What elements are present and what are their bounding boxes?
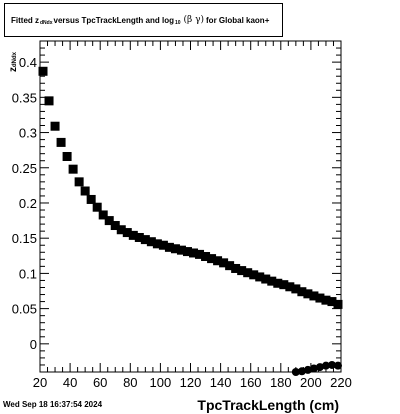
data-point-circle <box>321 361 330 370</box>
y-axis-label-sub: dNdx <box>12 52 18 67</box>
y-tick-label: 0.3 <box>19 126 37 141</box>
data-point-square <box>237 266 247 276</box>
y-tick-label: 0.35 <box>12 90 37 105</box>
data-point-square <box>170 244 180 254</box>
data-point-circle <box>297 367 306 376</box>
data-point-square <box>321 295 331 305</box>
data-point-square <box>249 270 259 280</box>
x-tick-label: 100 <box>150 375 172 390</box>
x-axis-label: TpcTrackLength (cm) <box>197 397 339 413</box>
x-tick-label: 180 <box>270 375 292 390</box>
data-point-square <box>140 235 150 245</box>
y-tick-label: 0.15 <box>12 231 37 246</box>
data-point-square <box>146 237 156 247</box>
data-point-square <box>279 280 289 290</box>
data-point-square <box>116 225 126 235</box>
data-point-square <box>303 289 313 299</box>
data-point-circle <box>303 365 312 374</box>
data-point-square <box>80 186 90 196</box>
data-point-square <box>104 216 114 226</box>
y-axis-label-main: z <box>8 67 19 72</box>
data-point-square <box>128 230 138 240</box>
data-point-square <box>158 240 168 250</box>
data-point-square <box>297 287 307 297</box>
data-point-square <box>98 210 108 220</box>
title-subscript-dndx: dNdx <box>40 20 53 26</box>
title-text-mid: versus TpcTrackLength and log <box>53 15 174 25</box>
data-point-square <box>62 151 72 161</box>
data-point-square <box>152 239 162 249</box>
y-tick-label: 0.25 <box>12 161 37 176</box>
data-point-circle <box>309 364 318 373</box>
data-point-square <box>134 232 144 242</box>
data-point-square <box>315 293 325 303</box>
data-point-square <box>38 66 48 76</box>
data-point-square <box>219 258 229 268</box>
data-point-square <box>195 249 205 259</box>
x-tick-label: 20 <box>33 375 47 390</box>
y-tick-label: 0.2 <box>19 196 37 211</box>
title-text-post: for Global kaon+ <box>206 15 270 25</box>
chart-title: Fitted z dNdx versus TpcTrackLength and l… <box>4 3 283 37</box>
data-point-square <box>225 261 235 271</box>
data-point-square <box>50 121 60 131</box>
y-tick-label: 0 <box>30 337 37 352</box>
data-point-square <box>309 291 319 301</box>
data-point-circle <box>333 361 342 370</box>
data-point-square <box>255 272 265 282</box>
title-symbol-beta-gamma: (β γ) <box>183 15 205 25</box>
y-tick-label: 0.05 <box>12 302 37 317</box>
x-tick-label: 220 <box>330 375 352 390</box>
data-point-square <box>285 282 295 292</box>
data-point-square <box>68 164 78 174</box>
data-point-square <box>189 248 199 258</box>
title-subscript-10: 10 <box>174 20 181 26</box>
x-tick-label: 40 <box>63 375 77 390</box>
data-point-square <box>182 247 192 257</box>
y-axis: 0 0.05 0.1 0.15 0.2 0.25 0.3 0.35 0.4 <box>12 40 341 373</box>
data-point-square <box>273 278 283 288</box>
data-point-square <box>207 254 217 264</box>
data-point-square <box>333 299 343 309</box>
data-point-square <box>327 297 337 307</box>
y-tick-label: 0.1 <box>19 266 37 281</box>
data-markers <box>38 66 343 376</box>
data-point-square <box>44 96 54 106</box>
data-point-square <box>56 137 66 147</box>
y-tick-label: 0.4 <box>19 55 37 70</box>
timestamp: Wed Sep 18 16:37:54 2024 <box>3 400 103 409</box>
data-point-square <box>86 194 96 204</box>
title-text-pre: Fitted z <box>11 15 39 25</box>
x-tick-label: 140 <box>210 375 232 390</box>
data-point-square <box>122 228 132 238</box>
y-axis-label: zdNdx <box>8 52 19 72</box>
data-point-square <box>261 274 271 284</box>
data-point-square <box>201 252 211 262</box>
data-point-square <box>291 284 301 294</box>
data-point-square <box>176 245 186 255</box>
x-axis: 20 40 60 80 100 120 140 160 180 200 220 <box>33 41 352 390</box>
data-point-circle <box>315 363 324 372</box>
data-point-square <box>92 202 102 212</box>
data-point-circle <box>327 360 336 369</box>
data-point-square <box>213 256 223 266</box>
x-tick-label: 200 <box>300 375 322 390</box>
data-point-square <box>267 276 277 286</box>
data-point-circle <box>291 368 300 376</box>
x-tick-label: 160 <box>240 375 262 390</box>
x-tick-label: 60 <box>93 375 107 390</box>
x-tick-label: 120 <box>180 375 202 390</box>
data-point-square <box>231 263 241 273</box>
plot-frame <box>39 40 342 373</box>
data-point-square <box>110 221 120 231</box>
data-point-square <box>164 242 174 252</box>
data-point-square <box>243 268 253 278</box>
x-tick-label: 80 <box>123 375 137 390</box>
data-point-square <box>74 177 84 187</box>
